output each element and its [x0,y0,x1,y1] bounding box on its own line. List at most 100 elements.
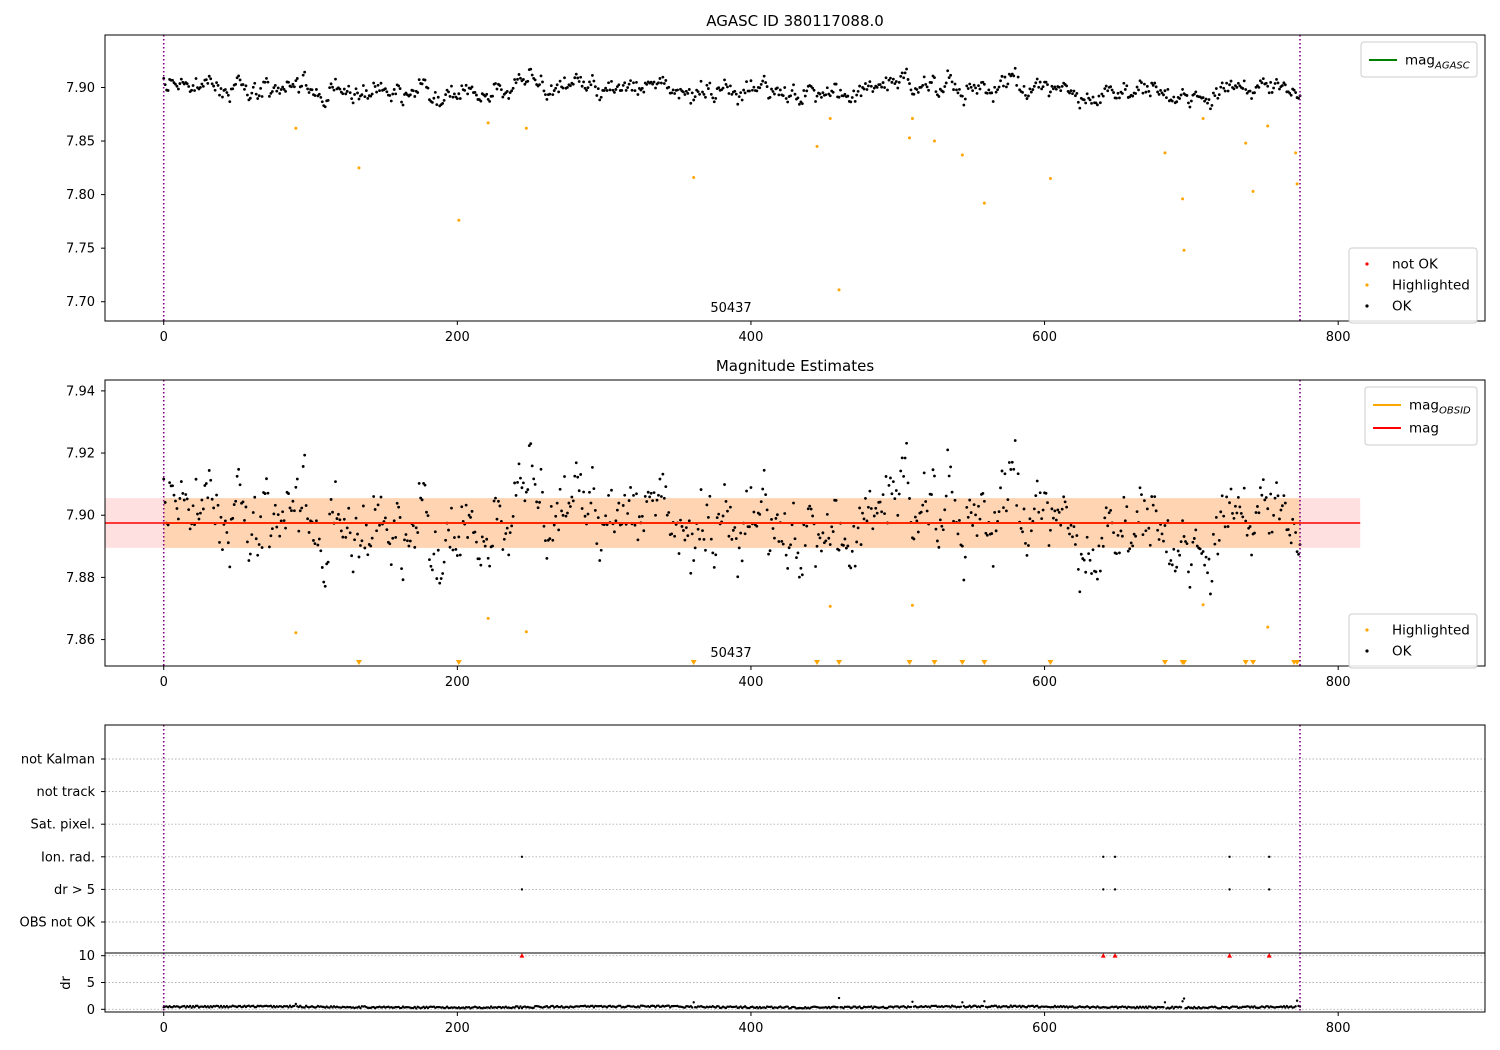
x-tick-label: 0 [160,675,168,690]
highlighted-point [1201,603,1205,607]
ok-point [552,89,556,92]
ok-point [778,88,782,92]
ok-point [375,529,378,533]
ok-point [1094,570,1098,574]
ok-point [1021,90,1024,94]
ok-point [947,76,951,80]
ok-point [729,505,732,509]
ok-point [491,94,494,98]
ok-point [356,91,359,95]
ok-point [808,504,812,508]
ok-point [798,102,801,106]
ok-point [392,88,396,91]
ok-point [887,78,891,82]
ok-point [994,90,998,94]
ok-point [640,86,644,90]
ok-point [1125,84,1129,88]
ok-point [966,515,970,519]
ok-point [458,97,462,100]
ok-point [610,79,613,83]
ok-point [392,519,396,523]
highlighted-point [828,117,832,121]
x-tick-label: 600 [1032,675,1057,690]
dr-point [692,1001,695,1004]
ok-point [306,87,309,91]
ok-point [163,501,167,504]
ok-point [345,89,349,93]
ok-point [1170,563,1174,567]
ok-point [1116,533,1120,537]
ok-point [273,83,277,87]
ok-point [1109,85,1113,89]
ok-point [1187,101,1190,105]
ok-point [812,88,816,92]
ok-point [771,90,775,93]
ok-point [802,89,806,92]
ok-point [714,97,718,100]
ok-point [824,539,828,543]
ok-point [853,100,857,103]
ok-point [1244,519,1248,523]
ok-point [216,503,220,507]
ok-point [577,489,581,493]
ok-point [453,92,456,96]
ok-point [372,495,376,498]
highlighted-point [486,121,490,125]
ok-point [982,499,986,503]
ok-point [818,92,822,96]
ok-point [323,584,327,588]
ok-point [166,523,170,527]
ok-point [1154,85,1158,89]
ok-point [501,95,505,99]
ok-point [1181,88,1184,91]
ok-point [768,95,772,99]
ok-point [781,542,785,546]
ok-point [234,82,238,86]
ok-point [1031,88,1035,91]
dr-point [928,1006,932,1009]
ok-point [320,566,324,569]
ok-point [821,91,825,95]
ok-point [643,494,647,498]
ok-point [773,536,776,540]
ok-point [814,565,817,568]
ok-point [872,86,876,90]
ok-point [900,71,904,75]
ok-point [1032,507,1036,511]
ok-point [1074,94,1077,98]
ok-point [246,93,249,97]
ok-point [1276,494,1280,498]
ok-point [868,489,872,493]
ok-point [256,97,260,100]
ok-point [370,536,374,540]
ok-point [617,501,621,505]
ok-point [530,464,534,468]
x-tick-label: 200 [445,330,470,345]
ok-point [1091,95,1095,99]
dr-point [359,1006,362,1010]
dr-point [196,1004,199,1008]
dr-point [981,1004,985,1008]
ok-point [834,82,838,86]
ok-point [1228,83,1231,87]
ok-point [1297,96,1300,100]
ok-point [1188,105,1192,109]
ok-point [1028,517,1032,521]
ok-point [275,525,279,529]
ok-point [814,100,817,103]
ok-point [592,79,596,83]
ok-point [298,509,302,513]
ok-point [949,465,953,469]
ok-point [665,513,669,517]
highlighted-point [1266,625,1270,629]
ok-point [526,79,530,83]
ok-point [636,93,640,96]
ok-point [1194,528,1198,532]
ok-point [682,529,685,532]
ok-point [401,578,405,582]
ok-point [958,518,961,522]
ok-point [558,79,562,83]
estimates-line-legend: magOBSID mag [1364,386,1478,446]
ok-point [660,81,663,85]
ok-point [906,78,910,81]
